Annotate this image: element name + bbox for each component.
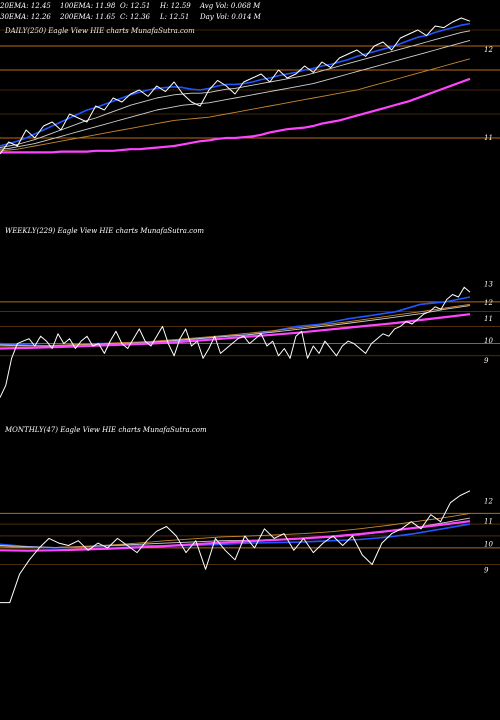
weekly-y-tick-label: 13 (484, 281, 493, 289)
daily-ema-line-ema_mid (0, 39, 471, 150)
weekly-y-tick-label: 9 (484, 357, 489, 365)
monthly-y-tick-label: 10 (484, 540, 493, 548)
monthly-y-tick-label: 11 (484, 518, 493, 526)
daily-ema-line-ema_fast (0, 22, 471, 147)
weekly-y-tick-label: 12 (484, 299, 493, 307)
daily-ema-line-ema_warm (0, 58, 471, 152)
header-low: L: 12.51 (160, 13, 190, 21)
weekly-ema-line-ema_slow (0, 313, 471, 350)
header-avg-vol: Avg Vol: 0.068 M (200, 2, 261, 10)
monthly-ema-line-ema_slow (0, 520, 471, 552)
monthly-y-tick-label: 9 (484, 566, 489, 574)
header-30ema: 30EMA: 12.26 (0, 13, 51, 21)
header-high: H: 12.59 (160, 2, 191, 10)
monthly-ema-line-ema_warm (0, 512, 471, 548)
header-close: C: 12.36 (120, 13, 150, 21)
weekly-y-tick-label: 10 (484, 337, 493, 345)
daily-panel-title: DAILY(250) Eagle View HIE charts MunafaS… (5, 27, 195, 35)
daily-y-tick-label: 11 (484, 134, 493, 142)
daily-y-tick-label: 12 (484, 46, 493, 54)
header-20ema: 20EMA: 12.45 (0, 2, 51, 10)
daily-ema-line-ema_mid (0, 30, 471, 149)
monthly-panel-title: MONTHLY(47) Eagle View HIE charts Munafa… (5, 426, 207, 434)
header-200ema: 200EMA: 11.65 (60, 13, 116, 21)
monthly-y-tick-label: 12 (484, 497, 493, 505)
weekly-y-tick-label: 11 (484, 315, 493, 323)
header-day-vol: Day Vol: 0.014 M (200, 13, 261, 21)
header-100ema: 100EMA: 11.98 (60, 2, 116, 10)
monthly-price-line (0, 490, 471, 604)
weekly-price-line (0, 286, 471, 398)
daily-ema-line-ema_slow (0, 77, 471, 154)
weekly-panel-title: WEEKLY(229) Eagle View HIE charts Munafa… (5, 227, 204, 235)
header-open: O: 12.51 (120, 2, 151, 10)
daily-price-line (0, 17, 471, 155)
